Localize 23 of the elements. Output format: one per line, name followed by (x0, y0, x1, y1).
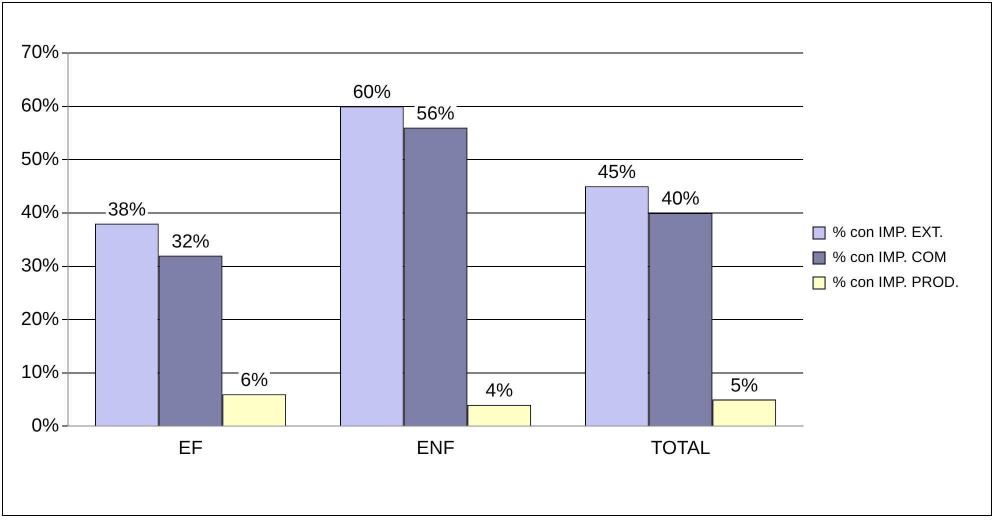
y-tick-label: 70% (20, 42, 60, 64)
data-label: 56% (416, 103, 455, 124)
y-tick-label: 20% (20, 308, 60, 330)
x-tick-label: EF (178, 438, 203, 459)
legend-label: % con IMP. PROD. (832, 274, 960, 292)
y-tick-label: 0% (32, 415, 60, 436)
data-label: 40% (662, 188, 700, 210)
data-label: 60% (352, 82, 391, 104)
y-tick-label: 30% (20, 255, 60, 276)
data-label: 6% (240, 370, 268, 391)
data-label: 45% (598, 162, 636, 184)
data-label: 4% (486, 380, 514, 402)
data-label: 38% (108, 199, 146, 220)
y-tick-label: 40% (20, 202, 60, 224)
data-label: 32% (172, 231, 210, 252)
legend-label: % con IMP. EXT. (832, 224, 944, 242)
y-tick-label: 50% (20, 148, 60, 170)
x-tick-label: TOTAL (650, 438, 710, 459)
data-label: 5% (730, 375, 758, 396)
x-tick-label: ENF (416, 438, 455, 459)
legend-label: % con IMP. COM (832, 249, 946, 266)
y-tick-label: 60% (20, 96, 60, 117)
y-tick-label: 10% (20, 362, 60, 384)
